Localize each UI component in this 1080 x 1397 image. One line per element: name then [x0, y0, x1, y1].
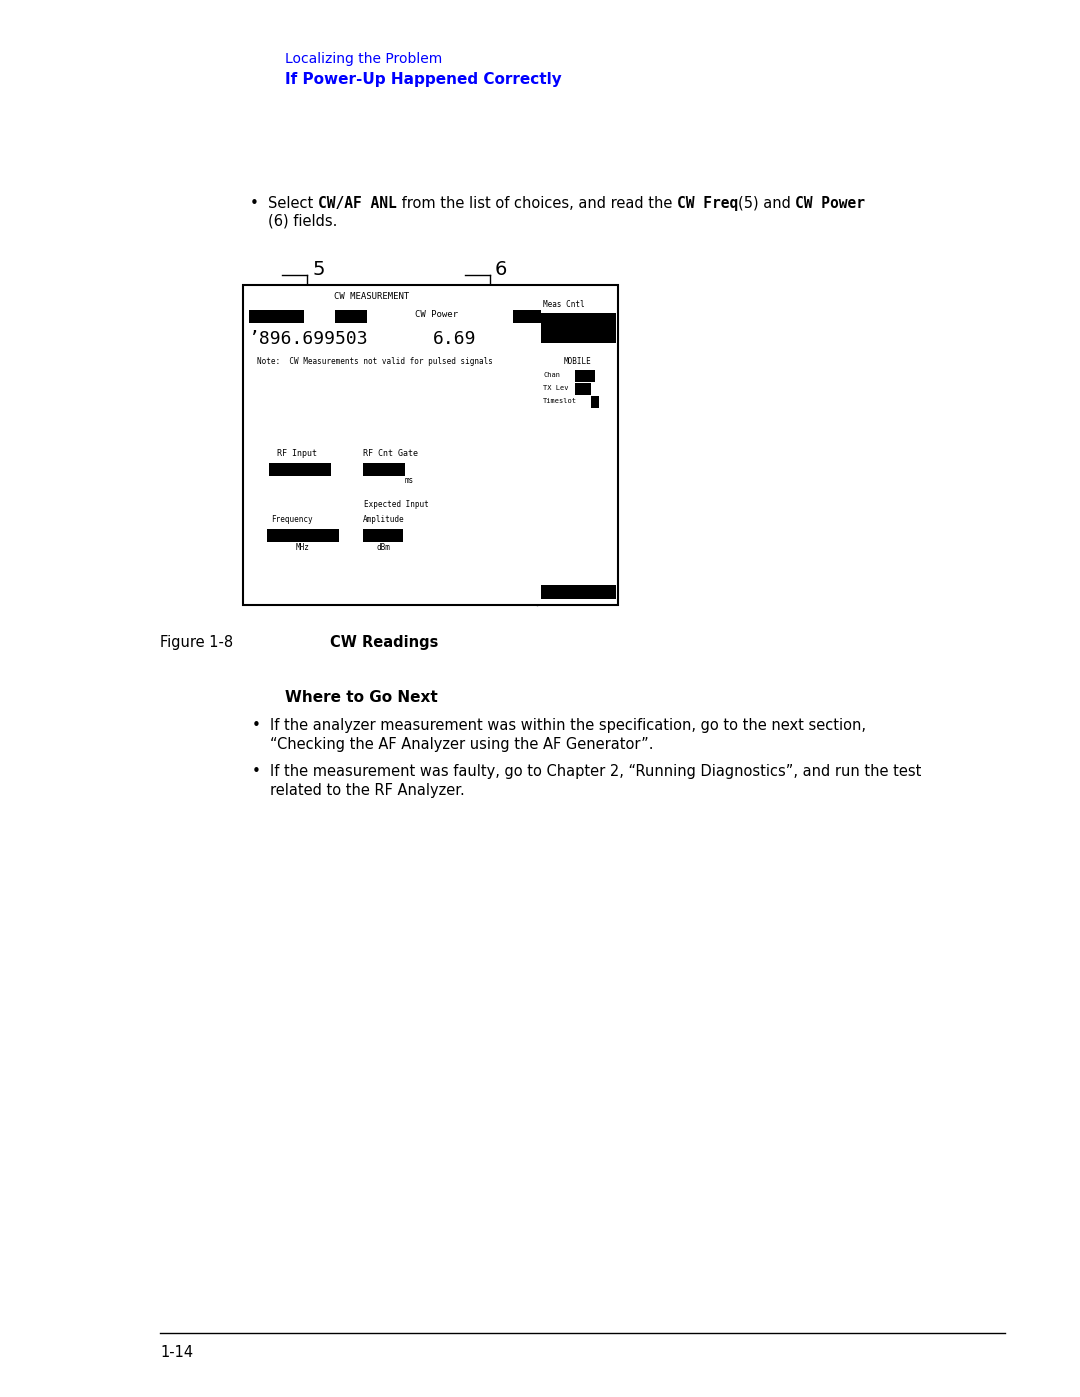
Text: CW Freq: CW Freq — [260, 312, 293, 320]
Text: CW Readings: CW Readings — [330, 636, 438, 650]
Text: Chan: Chan — [543, 372, 561, 379]
Bar — [541, 585, 616, 599]
Text: MHz: MHz — [345, 312, 357, 320]
Bar — [513, 310, 541, 323]
Text: 38.0: 38.0 — [375, 532, 391, 538]
Text: TX Lev: TX Lev — [543, 386, 568, 391]
Text: If the measurement was faulty, go to Chapter 2, “Running Diagnostics”, and run t: If the measurement was faulty, go to Cha… — [270, 764, 921, 780]
Text: CW MEASUREMENT: CW MEASUREMENT — [334, 292, 409, 300]
Bar — [363, 462, 405, 476]
Text: •: • — [252, 764, 261, 780]
Text: (6) fields.: (6) fields. — [268, 214, 337, 229]
Text: 4: 4 — [593, 400, 597, 405]
Text: “Checking the AF Analyzer using the AF Generator”.: “Checking the AF Analyzer using the AF G… — [270, 738, 653, 752]
Text: dBm: dBm — [521, 312, 534, 320]
Text: from the list of choices, and read the: from the list of choices, and read the — [396, 196, 677, 211]
Text: Expected Input: Expected Input — [364, 500, 429, 509]
Text: RF IN/OUT: RF IN/OUT — [280, 464, 321, 474]
Text: 6: 6 — [495, 260, 508, 279]
Text: MeasReset: MeasReset — [558, 320, 597, 326]
Text: Timeslot: Timeslot — [543, 398, 577, 404]
Text: CW Power: CW Power — [795, 196, 865, 211]
Text: If the analyzer measurement was within the specification, go to the next section: If the analyzer measurement was within t… — [270, 718, 866, 733]
Text: Select: Select — [268, 196, 318, 211]
Text: ms: ms — [405, 476, 415, 485]
Text: Pwr Zero: Pwr Zero — [561, 332, 595, 338]
Text: More: More — [569, 588, 588, 597]
Text: MOBILE: MOBILE — [564, 358, 592, 366]
Text: 5: 5 — [312, 260, 324, 279]
Bar — [249, 310, 303, 323]
Bar — [575, 383, 591, 395]
Text: 120.0: 120.0 — [373, 464, 395, 474]
Text: 30: 30 — [581, 373, 590, 379]
Bar — [363, 529, 403, 542]
Text: Localizing the Problem: Localizing the Problem — [285, 52, 442, 66]
Text: ’896.699503: ’896.699503 — [249, 330, 368, 348]
Text: If Power-Up Happened Correctly: If Power-Up Happened Correctly — [285, 73, 562, 87]
Text: (5) and: (5) and — [738, 196, 795, 211]
Bar — [267, 529, 339, 542]
Text: Figure 1-8: Figure 1-8 — [160, 636, 233, 650]
Text: Frequency: Frequency — [271, 515, 312, 524]
Bar — [541, 313, 616, 344]
Bar — [269, 462, 330, 476]
Bar — [335, 310, 367, 323]
Text: CW/AF ANL: CW/AF ANL — [318, 196, 396, 211]
Text: 15: 15 — [579, 386, 588, 393]
Text: 896.000000: 896.000000 — [282, 532, 324, 538]
Text: 1-14: 1-14 — [160, 1345, 193, 1361]
Text: dBm: dBm — [376, 543, 390, 552]
Text: •: • — [249, 196, 259, 211]
Text: related to the RF Analyzer.: related to the RF Analyzer. — [270, 782, 464, 798]
Bar — [575, 370, 595, 381]
Text: Where to Go Next: Where to Go Next — [285, 690, 437, 705]
Text: MHz: MHz — [296, 543, 310, 552]
Text: RF Cnt Gate: RF Cnt Gate — [363, 448, 418, 458]
Text: Meas Cntl: Meas Cntl — [543, 300, 584, 309]
Text: RF Input: RF Input — [276, 448, 318, 458]
Text: CW Freq: CW Freq — [677, 196, 738, 211]
Text: 6.69: 6.69 — [433, 330, 476, 348]
Text: CW Power: CW Power — [415, 310, 458, 319]
Text: Amplitude: Amplitude — [363, 515, 405, 524]
Bar — [243, 285, 618, 605]
Bar — [591, 395, 599, 408]
Text: •: • — [252, 718, 261, 733]
Text: Note:  CW Measurements not valid for pulsed signals: Note: CW Measurements not valid for puls… — [257, 358, 492, 366]
